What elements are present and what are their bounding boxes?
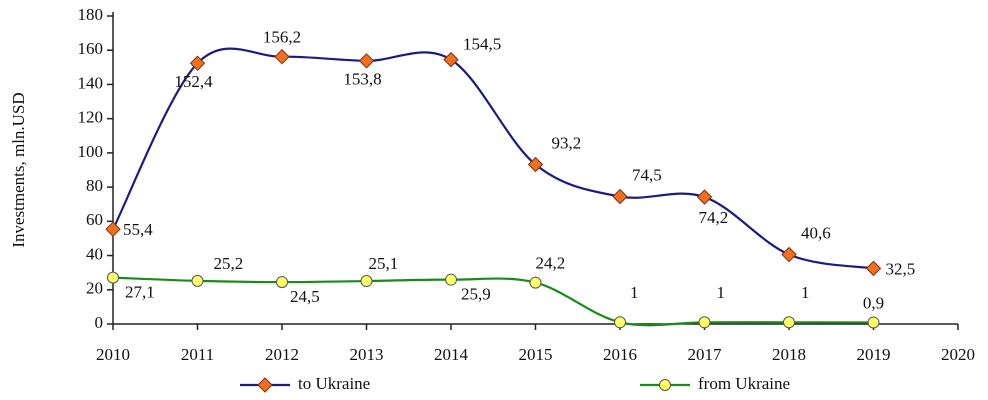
data-label: 25,1 <box>369 254 399 273</box>
x-tick-label: 2019 <box>857 345 891 364</box>
marker <box>276 276 288 289</box>
marker <box>360 275 373 288</box>
data-label: 40,6 <box>801 223 831 242</box>
legend-marker <box>659 379 671 391</box>
data-label: 24,5 <box>290 287 320 306</box>
series-line <box>112 276 874 327</box>
marker <box>445 273 457 286</box>
series-line <box>112 47 874 270</box>
marker <box>443 51 459 68</box>
y-tick-label: 100 <box>78 142 104 161</box>
data-label: 153,8 <box>343 70 381 89</box>
legend-label: from Ukraine <box>698 374 790 393</box>
marker <box>698 316 711 329</box>
y-tick-label: 160 <box>78 39 104 58</box>
x-tick-label: 2010 <box>96 345 130 364</box>
y-tick-label: 20 <box>86 279 103 298</box>
data-label: 74,5 <box>632 165 662 184</box>
data-label: 74,2 <box>699 208 729 227</box>
data-label: 154,5 <box>463 35 501 54</box>
marker <box>107 271 119 284</box>
y-tick-label: 80 <box>86 176 103 195</box>
legend-marker <box>257 377 273 393</box>
data-label: 32,5 <box>886 259 916 278</box>
marker <box>527 156 544 173</box>
marker <box>274 49 290 65</box>
y-tick-label: 180 <box>78 5 104 24</box>
marker <box>529 276 542 289</box>
y-axis-label: Investments, mln.USD <box>9 92 28 247</box>
y-tick-label: 140 <box>78 73 104 92</box>
marker <box>696 189 713 205</box>
data-label: 1 <box>717 283 726 302</box>
y-tick-label: 120 <box>78 108 104 127</box>
data-label: 93,2 <box>552 133 582 152</box>
y-tick-label: 0 <box>95 313 104 332</box>
data-label: 25,2 <box>214 254 244 273</box>
marker <box>867 316 880 329</box>
marker <box>191 274 204 287</box>
marker <box>189 55 206 71</box>
data-label: 152,4 <box>174 72 213 91</box>
marker <box>614 316 626 329</box>
y-tick-label: 60 <box>86 210 103 229</box>
data-label: 0,9 <box>863 293 884 312</box>
marker <box>358 53 375 69</box>
x-tick-label: 2018 <box>772 345 806 364</box>
x-tick-label: 2020 <box>941 345 975 364</box>
marker <box>612 188 628 205</box>
x-tick-label: 2013 <box>350 345 384 364</box>
marker <box>781 246 797 263</box>
marker <box>105 221 121 237</box>
data-label: 27,1 <box>125 283 155 302</box>
x-tick-label: 2012 <box>265 345 299 364</box>
data-label: 1 <box>630 283 639 302</box>
data-label: 156,2 <box>263 28 301 47</box>
x-tick-label: 2014 <box>434 345 469 364</box>
marker <box>865 260 882 277</box>
data-label: 24,2 <box>536 253 566 272</box>
x-tick-label: 2015 <box>519 345 553 364</box>
data-label: 55,4 <box>123 220 153 239</box>
x-tick-label: 2017 <box>688 345 723 364</box>
data-label: 25,9 <box>461 285 491 304</box>
legend-label: to Ukraine <box>298 374 370 393</box>
y-tick-label: 40 <box>86 244 103 263</box>
data-label: 1 <box>801 283 810 302</box>
x-tick-label: 2016 <box>603 345 637 364</box>
marker <box>783 316 795 329</box>
x-tick-label: 2011 <box>181 345 214 364</box>
